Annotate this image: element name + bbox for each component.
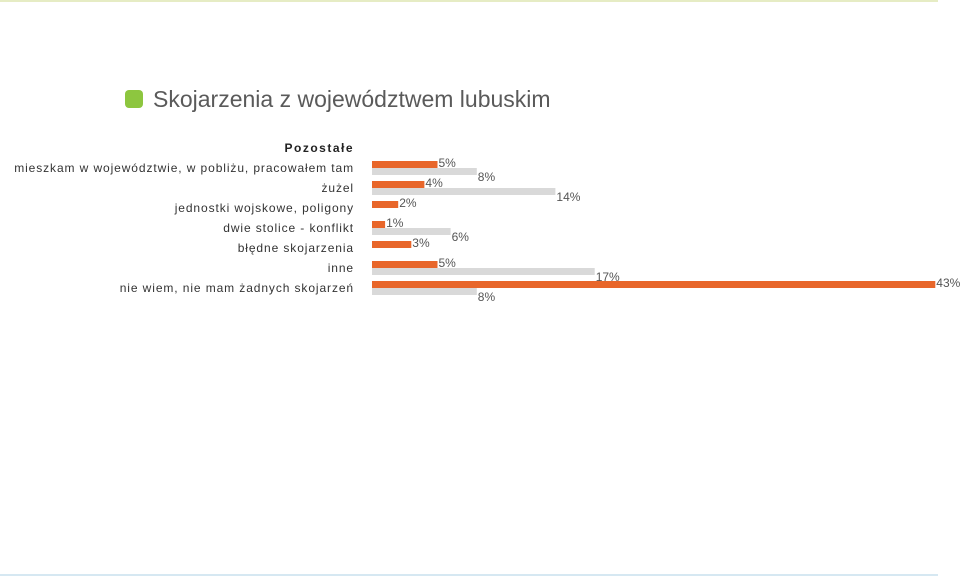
value-labels: 5% 8% 4% 14% 2% 1% 6% 3% 5% 17% 43% 8%: [386, 156, 960, 304]
category-label: mieszkam w województwie, w pobliżu, prac…: [14, 161, 354, 175]
bar-series-2: [372, 268, 595, 275]
value-label-series-2: 14%: [556, 190, 580, 204]
category-label: jednostki wojskowe, poligony: [174, 201, 354, 215]
category-labels: mieszkam w województwie, w pobliżu, prac…: [14, 161, 354, 295]
bar-series-1: [372, 181, 425, 188]
bars: [372, 161, 936, 295]
value-label-series-1: 4%: [425, 176, 443, 190]
category-label: nie wiem, nie mam żadnych skojarzeń: [120, 281, 354, 295]
page-title: Skojarzenia z województwem lubuskim: [153, 86, 551, 112]
bar-series-1: [372, 221, 386, 228]
category-label: dwie stolice - konflikt: [223, 221, 354, 235]
value-label-series-2: 8%: [478, 170, 496, 184]
bar-series-1: [372, 241, 412, 248]
bar-series-1: [372, 261, 438, 268]
value-label-series-1: 5%: [439, 256, 457, 270]
value-label-series-1: 1%: [386, 216, 404, 230]
value-label-series-2: 8%: [478, 290, 496, 304]
bar-series-1: [372, 161, 438, 168]
bar-series-1: [372, 281, 936, 288]
value-label-series-1: 43%: [936, 276, 960, 290]
value-label-series-1: 5%: [439, 156, 457, 170]
category-label: żużel: [321, 181, 354, 195]
bar-series-2: [372, 168, 477, 175]
top-rule: [0, 0, 938, 2]
group-heading: Pozostałe: [284, 141, 354, 155]
title-bullet-icon: [125, 90, 143, 108]
bar-series-1: [372, 201, 399, 208]
bar-series-2: [372, 288, 477, 295]
category-label: inne: [328, 261, 354, 275]
value-label-series-1: 3%: [412, 236, 430, 250]
value-label-series-1: 2%: [399, 196, 417, 210]
bar-series-2: [372, 228, 451, 235]
value-label-series-2: 6%: [452, 230, 470, 244]
bottom-rule: [0, 574, 938, 576]
category-label: błędne skojarzenia: [238, 241, 354, 255]
value-label-series-2: 17%: [596, 270, 620, 284]
bar-series-2: [372, 188, 556, 195]
